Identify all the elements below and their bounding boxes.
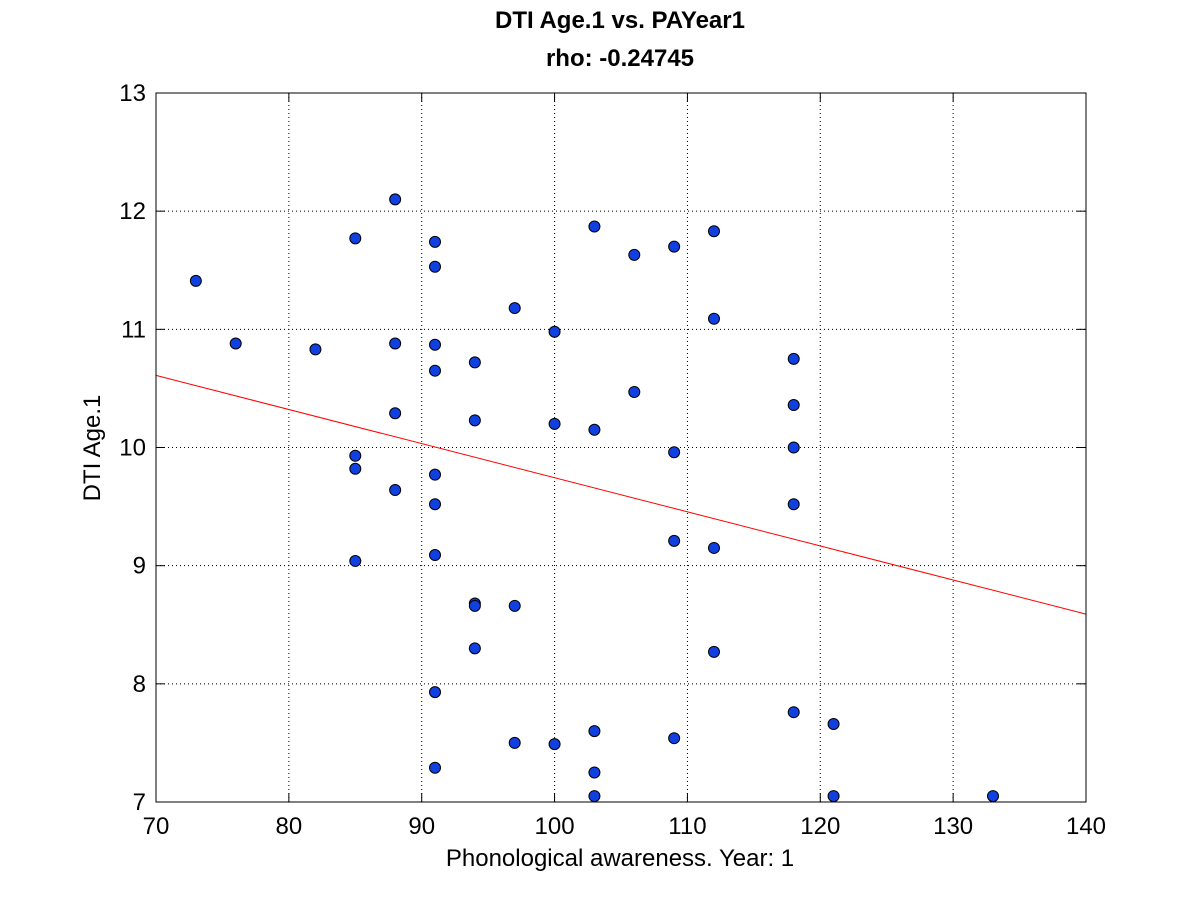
- x-tick-label: 120: [800, 813, 840, 840]
- data-point: [668, 446, 681, 459]
- data-point: [429, 549, 441, 562]
- data-point: [588, 423, 601, 436]
- data-point: [787, 498, 800, 511]
- data-point: [708, 225, 720, 238]
- x-tick-label: 140: [1066, 813, 1106, 840]
- data-point: [508, 599, 521, 612]
- data-point: [389, 337, 402, 350]
- x-tick-label: 130: [933, 813, 973, 840]
- data-point: [468, 642, 481, 655]
- data-point: [429, 498, 441, 511]
- y-tick-label: 7: [133, 789, 146, 816]
- x-tick-label: 110: [668, 813, 706, 840]
- data-point: [588, 766, 601, 779]
- y-axis-label: DTI Age.1: [79, 395, 106, 502]
- data-point: [429, 364, 441, 377]
- axis-ticks: [155, 92, 1087, 803]
- data-point: [708, 645, 720, 658]
- data-point: [429, 761, 441, 774]
- data-point: [349, 449, 362, 462]
- y-tick-label: 13: [119, 80, 146, 107]
- data-point: [429, 686, 441, 699]
- data-point: [628, 385, 641, 398]
- fit-line: [155, 374, 1087, 615]
- chart-title: DTI Age.1 vs. PAYear1: [495, 7, 745, 34]
- data-point: [668, 240, 681, 253]
- data-points: [189, 193, 999, 803]
- data-point: [508, 302, 521, 315]
- data-point: [508, 736, 521, 749]
- data-point: [588, 220, 601, 233]
- data-point: [189, 274, 202, 287]
- grid-lines: [156, 93, 1086, 802]
- data-point: [548, 417, 561, 430]
- data-point: [588, 790, 601, 803]
- data-point: [429, 235, 441, 248]
- y-tick-labels: 7 8 9 10 11 12 13: [119, 80, 146, 816]
- y-tick-label: 11: [121, 316, 146, 343]
- data-point: [309, 343, 322, 356]
- fit-line-layer: [155, 374, 1087, 615]
- x-tick-label: 80: [276, 813, 303, 840]
- data-point: [389, 407, 402, 420]
- data-point: [588, 725, 601, 738]
- data-point: [787, 706, 800, 719]
- data-point: [827, 790, 840, 803]
- data-point: [389, 193, 402, 206]
- chart-subtitle: rho: -0.24745: [546, 45, 694, 72]
- data-point: [349, 232, 362, 245]
- data-point: [668, 534, 681, 547]
- data-point: [628, 248, 641, 261]
- x-axis-label: Phonological awareness. Year: 1: [446, 845, 794, 872]
- data-point: [987, 790, 999, 803]
- data-point: [389, 484, 402, 497]
- data-point: [787, 441, 800, 454]
- data-point: [668, 732, 681, 745]
- data-point: [787, 352, 800, 365]
- x-tick-label: 90: [408, 813, 435, 840]
- data-point: [468, 599, 481, 612]
- data-point: [708, 312, 720, 325]
- data-point: [429, 260, 441, 273]
- data-point: [429, 468, 441, 481]
- data-point: [827, 718, 840, 731]
- x-tick-label: 70: [143, 813, 170, 840]
- data-point: [349, 554, 362, 567]
- data-point: [468, 414, 481, 427]
- data-point: [787, 398, 800, 411]
- y-tick-label: 10: [119, 435, 146, 462]
- y-tick-label: 12: [119, 198, 146, 225]
- data-point: [548, 738, 561, 751]
- data-point: [229, 337, 242, 350]
- data-point: [468, 356, 481, 369]
- x-tick-labels: 70 80 90 100 110 120 130 140: [143, 813, 1106, 840]
- y-tick-label: 8: [133, 671, 146, 698]
- x-tick-label: 100: [535, 813, 575, 840]
- data-point: [548, 325, 561, 338]
- data-point: [349, 462, 362, 475]
- data-point: [429, 338, 441, 351]
- y-tick-label: 9: [133, 553, 146, 580]
- data-point: [708, 541, 720, 554]
